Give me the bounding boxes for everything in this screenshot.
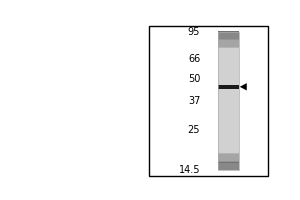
- Text: 50: 50: [188, 74, 200, 84]
- Text: 95: 95: [188, 27, 200, 37]
- Text: 25: 25: [188, 125, 200, 135]
- Bar: [149, 26, 268, 176]
- Text: 14.5: 14.5: [179, 165, 200, 175]
- Bar: [218, 32, 238, 39]
- Text: 66: 66: [188, 54, 200, 64]
- Bar: [218, 85, 238, 89]
- Bar: [218, 163, 238, 170]
- Bar: [218, 32, 238, 170]
- Text: 37: 37: [188, 96, 200, 106]
- Polygon shape: [240, 83, 247, 90]
